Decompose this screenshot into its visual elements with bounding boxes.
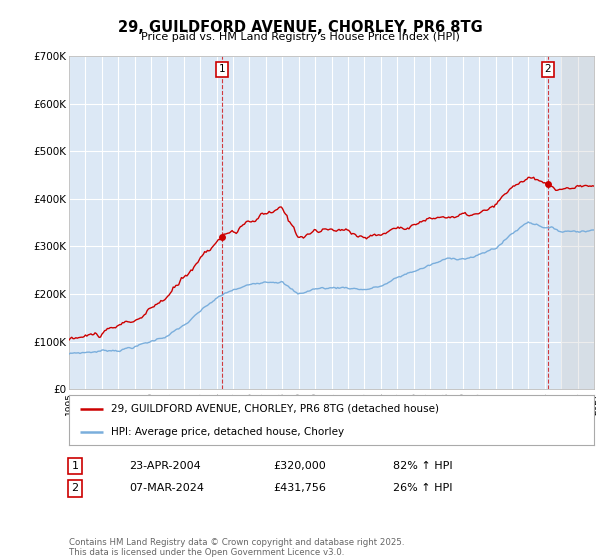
Text: £320,000: £320,000 bbox=[273, 461, 326, 471]
Text: 1: 1 bbox=[71, 461, 79, 471]
Text: 2: 2 bbox=[544, 64, 551, 74]
Text: Price paid vs. HM Land Registry's House Price Index (HPI): Price paid vs. HM Land Registry's House … bbox=[140, 32, 460, 43]
Text: 23-APR-2004: 23-APR-2004 bbox=[129, 461, 201, 471]
Text: 29, GUILDFORD AVENUE, CHORLEY, PR6 8TG: 29, GUILDFORD AVENUE, CHORLEY, PR6 8TG bbox=[118, 20, 482, 35]
Text: 07-MAR-2024: 07-MAR-2024 bbox=[129, 483, 204, 493]
Text: HPI: Average price, detached house, Chorley: HPI: Average price, detached house, Chor… bbox=[111, 427, 344, 437]
Text: 82% ↑ HPI: 82% ↑ HPI bbox=[393, 461, 452, 471]
Bar bbox=[561, 56, 594, 389]
Text: £431,756: £431,756 bbox=[273, 483, 326, 493]
Text: Contains HM Land Registry data © Crown copyright and database right 2025.
This d: Contains HM Land Registry data © Crown c… bbox=[69, 538, 404, 557]
Text: 1: 1 bbox=[218, 64, 225, 74]
Text: 29, GUILDFORD AVENUE, CHORLEY, PR6 8TG (detached house): 29, GUILDFORD AVENUE, CHORLEY, PR6 8TG (… bbox=[111, 404, 439, 414]
Text: 2: 2 bbox=[71, 483, 79, 493]
Text: 26% ↑ HPI: 26% ↑ HPI bbox=[393, 483, 452, 493]
